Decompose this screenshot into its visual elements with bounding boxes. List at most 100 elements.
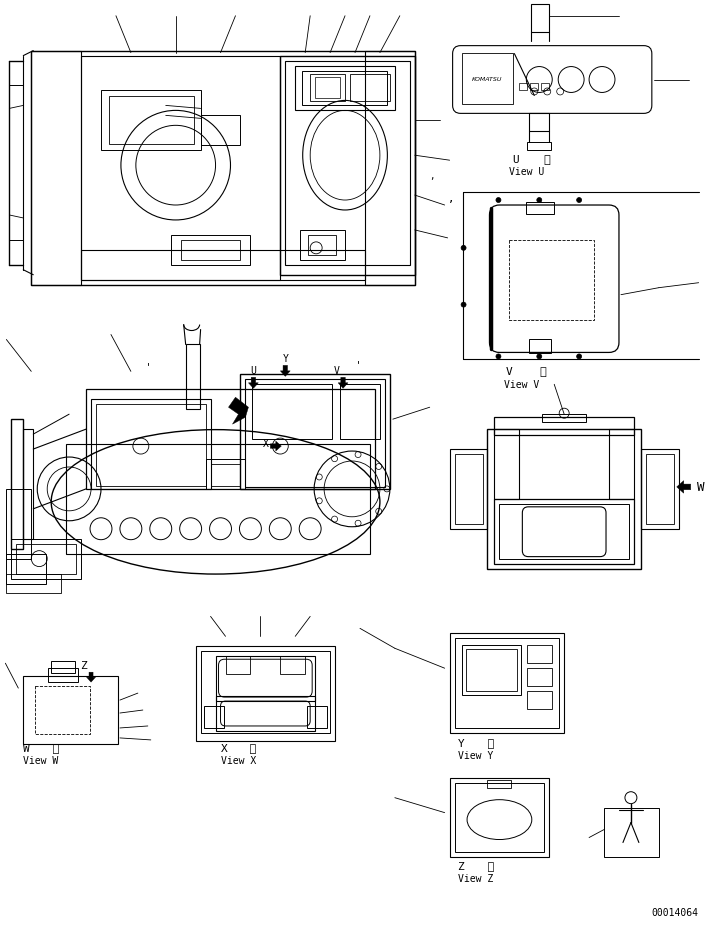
Polygon shape bbox=[677, 481, 690, 494]
Bar bbox=[280, 57, 415, 275]
Polygon shape bbox=[270, 441, 282, 451]
Bar bbox=[6, 574, 61, 594]
Circle shape bbox=[537, 354, 542, 360]
Text: U: U bbox=[250, 366, 257, 376]
Text: ': ' bbox=[356, 360, 360, 370]
Bar bbox=[499, 504, 629, 559]
Text: ,: , bbox=[430, 171, 434, 181]
Bar bbox=[181, 241, 240, 260]
Bar bbox=[454, 639, 559, 729]
Bar bbox=[488, 780, 511, 788]
Bar bbox=[488, 430, 641, 569]
Bar bbox=[196, 647, 335, 741]
Bar bbox=[280, 656, 305, 675]
Text: View W: View W bbox=[23, 755, 58, 765]
Bar bbox=[171, 235, 250, 265]
Bar bbox=[542, 414, 586, 423]
Polygon shape bbox=[280, 366, 290, 377]
Polygon shape bbox=[248, 378, 258, 388]
Bar bbox=[449, 634, 565, 733]
Bar bbox=[604, 807, 659, 857]
Bar bbox=[23, 677, 118, 744]
Bar bbox=[201, 652, 330, 733]
Text: X: X bbox=[262, 438, 268, 449]
Text: ,: , bbox=[449, 190, 454, 204]
Bar bbox=[365, 52, 415, 286]
Circle shape bbox=[577, 198, 582, 203]
Text: Z: Z bbox=[80, 660, 87, 670]
Bar bbox=[300, 231, 345, 260]
Text: View U: View U bbox=[509, 167, 545, 177]
Bar bbox=[96, 405, 205, 487]
Bar bbox=[528, 692, 552, 709]
Bar bbox=[454, 783, 544, 853]
Bar bbox=[494, 430, 519, 500]
Bar bbox=[51, 662, 75, 673]
Bar bbox=[203, 706, 223, 729]
Polygon shape bbox=[338, 378, 348, 388]
Bar bbox=[310, 74, 345, 102]
Bar bbox=[519, 84, 528, 92]
Bar bbox=[494, 500, 634, 564]
Text: X: X bbox=[220, 743, 228, 753]
Bar bbox=[215, 696, 315, 731]
Text: Z: Z bbox=[458, 861, 464, 871]
Text: View Y: View Y bbox=[458, 750, 493, 760]
Text: 視: 視 bbox=[544, 155, 550, 165]
Bar bbox=[295, 67, 395, 111]
Circle shape bbox=[537, 198, 542, 203]
Bar bbox=[9, 86, 23, 241]
Bar bbox=[302, 71, 387, 107]
Text: Y: Y bbox=[458, 738, 464, 748]
Text: W: W bbox=[23, 743, 30, 753]
Bar bbox=[528, 143, 551, 151]
Bar bbox=[186, 345, 200, 410]
Polygon shape bbox=[228, 398, 248, 425]
Bar bbox=[541, 84, 549, 92]
Bar bbox=[454, 454, 483, 524]
Bar bbox=[101, 92, 201, 151]
Bar bbox=[245, 380, 385, 488]
Bar bbox=[81, 57, 280, 280]
Bar bbox=[646, 454, 674, 524]
Bar bbox=[285, 61, 410, 265]
Bar bbox=[86, 390, 375, 489]
Circle shape bbox=[461, 246, 466, 251]
Bar bbox=[6, 554, 46, 584]
Bar bbox=[308, 235, 336, 256]
Bar bbox=[449, 778, 549, 857]
Bar bbox=[528, 668, 552, 686]
Bar bbox=[91, 400, 210, 489]
Bar bbox=[466, 650, 518, 692]
Bar bbox=[529, 340, 551, 354]
Circle shape bbox=[496, 198, 501, 203]
Text: View Z: View Z bbox=[458, 873, 493, 883]
Polygon shape bbox=[87, 672, 95, 682]
Circle shape bbox=[496, 354, 501, 360]
Bar bbox=[66, 445, 370, 554]
Bar bbox=[31, 52, 81, 286]
Bar bbox=[240, 375, 390, 489]
Bar bbox=[48, 668, 78, 682]
Bar bbox=[11, 420, 23, 549]
Bar bbox=[109, 97, 193, 146]
Bar bbox=[531, 5, 549, 32]
Bar bbox=[252, 385, 332, 439]
Bar bbox=[641, 450, 679, 529]
Bar bbox=[449, 450, 488, 529]
Bar bbox=[36, 686, 90, 734]
Bar bbox=[31, 52, 415, 286]
Text: V: V bbox=[506, 367, 513, 377]
Bar bbox=[307, 706, 327, 729]
Bar bbox=[530, 84, 538, 92]
Circle shape bbox=[577, 354, 582, 360]
Text: 視: 視 bbox=[237, 743, 257, 753]
Bar bbox=[225, 656, 250, 675]
Text: View X: View X bbox=[220, 755, 256, 765]
Bar bbox=[6, 489, 31, 559]
Bar bbox=[16, 544, 76, 574]
Bar bbox=[315, 78, 340, 99]
Text: W: W bbox=[697, 481, 704, 494]
Bar bbox=[201, 116, 240, 146]
Bar bbox=[205, 460, 245, 489]
